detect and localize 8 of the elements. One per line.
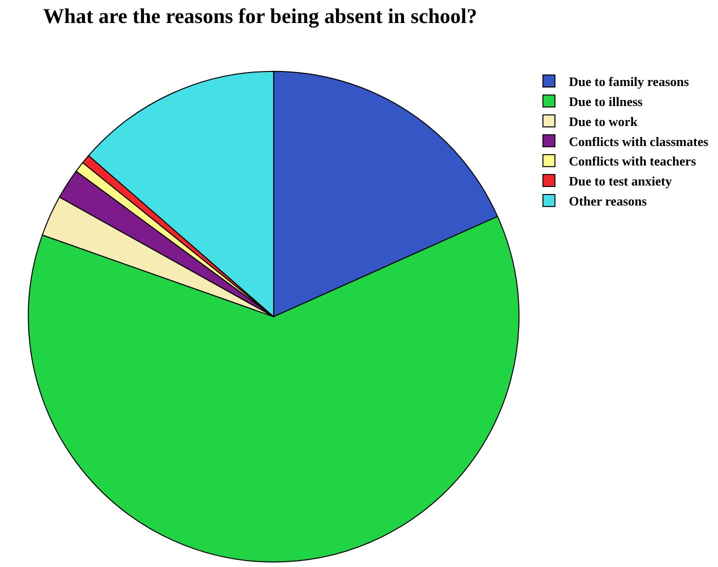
legend-label: Conflicts with teachers — [568, 154, 696, 169]
legend-label: Due to work — [568, 114, 638, 129]
legend-label: Due to illness — [568, 94, 643, 110]
legend-label: Other reasons — [568, 194, 647, 209]
legend-label: Due to test anxiety — [568, 174, 672, 189]
legend-label: Conflicts with classmates — [568, 134, 708, 149]
chart-title: What are the reasons for being absent in school? — [43, 4, 478, 28]
legend-label: Due to family reasons — [568, 74, 689, 90]
